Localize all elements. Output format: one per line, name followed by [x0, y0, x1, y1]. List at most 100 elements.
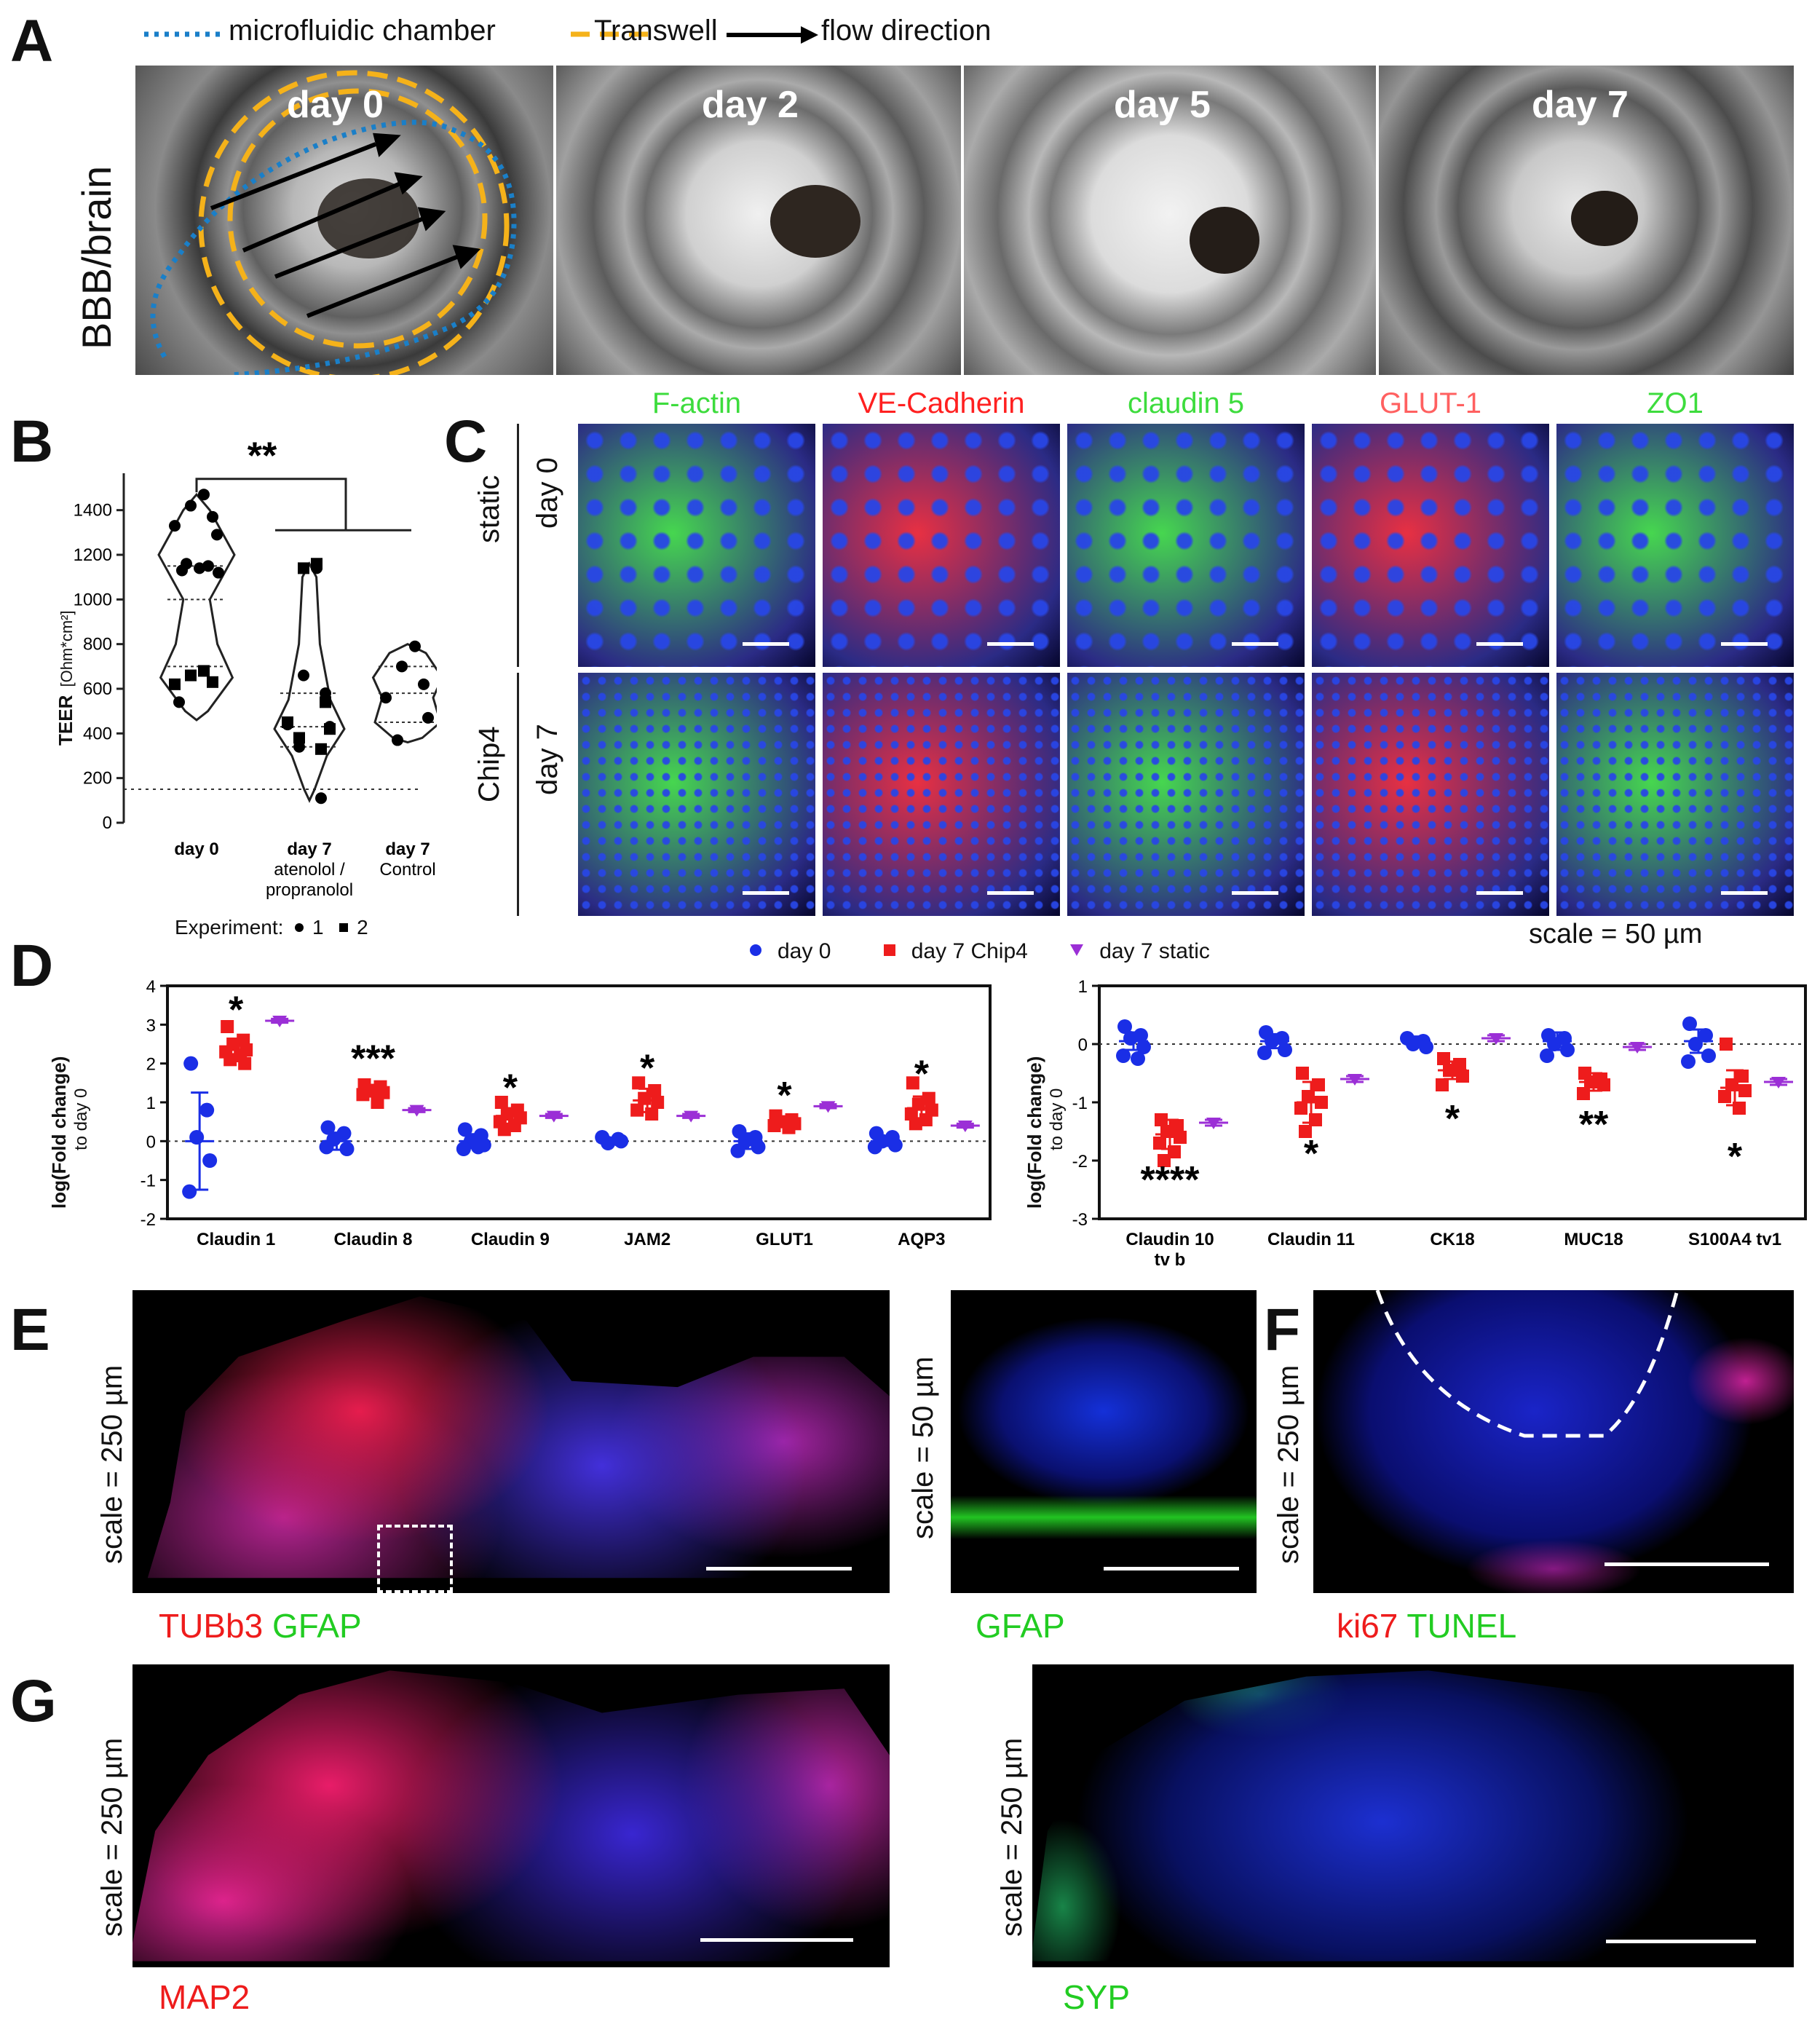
data-point-day0: [1406, 1037, 1420, 1051]
x-category-label: Claudin 11: [1267, 1230, 1355, 1249]
data-point-chip4: [651, 1096, 665, 1109]
photo-day-7: day 7: [1379, 66, 1794, 375]
data-point-circle: [298, 669, 309, 681]
data-point-day0: [1682, 1016, 1697, 1031]
d-left-ylabel-main: log(Fold change): [48, 1056, 70, 1209]
y-tick-label: -3: [1072, 1210, 1088, 1230]
data-point-day0: [1681, 1054, 1696, 1069]
inset-box: [377, 1525, 453, 1593]
experiment-2: 2: [357, 916, 368, 939]
violin-outline: [273, 561, 346, 803]
data-point-chip4: [645, 1107, 659, 1121]
row-condition-static: static: [473, 475, 505, 543]
scale-bar: [987, 891, 1034, 895]
data-point-circle: [213, 566, 224, 579]
legend-day0-icon: [750, 944, 761, 956]
photo-day-5: day 5: [964, 66, 1376, 375]
scale-bar: [1476, 642, 1523, 646]
data-point-day0: [1701, 1048, 1716, 1063]
data-point-circle: [380, 692, 392, 704]
scale-bar: [1721, 642, 1768, 646]
y-tick-label: 3: [146, 1016, 156, 1035]
data-point-chip4: [1168, 1145, 1181, 1158]
micrograph: [1067, 673, 1305, 916]
data-point-day0: [470, 1139, 486, 1155]
y-tick-label: -2: [1072, 1152, 1088, 1171]
y-tick-label: 800: [83, 635, 112, 655]
data-point-static: [820, 1101, 836, 1113]
significance-stars: **: [1579, 1104, 1609, 1146]
data-point-chip4: [1736, 1070, 1749, 1083]
micrograph: [1556, 673, 1794, 916]
scale-bar: [1232, 642, 1278, 646]
significance-bracket: [195, 478, 347, 531]
data-point-circle: [409, 640, 421, 652]
panel-c-scale: scale = 50 µm: [1529, 919, 1703, 949]
data-point-static: [684, 1110, 699, 1123]
scale-bar: [1104, 1567, 1239, 1570]
y-tick-label: -2: [141, 1210, 156, 1230]
d-left-ylabel: log(Fold change): [48, 1056, 71, 1209]
legend-static-icon: [1070, 944, 1084, 956]
data-point-circle: [176, 564, 188, 577]
data-point-day0: [1547, 1037, 1562, 1051]
legend-transwell: Transwell: [594, 15, 718, 47]
legend-chip4-icon: [883, 944, 895, 956]
photo-day-2: day 2: [556, 66, 961, 375]
d-right-ylabel: log(Fold change): [1024, 1056, 1046, 1209]
data-point-square: [185, 669, 197, 681]
scale-bar: [1721, 891, 1768, 895]
data-point-chip4: [648, 1084, 662, 1097]
experiment-label: Experiment:: [175, 916, 284, 939]
data-point-day0: [456, 1142, 471, 1156]
row-condition-chip4: Chip4: [473, 726, 505, 802]
data-point-square: [320, 696, 331, 708]
x-category-label: Claudin 9: [471, 1230, 550, 1249]
legend-static: day 7 static: [1099, 939, 1210, 963]
x-category-label: AQP3: [898, 1230, 945, 1249]
data-point-chip4: [238, 1056, 252, 1070]
arrow-right-icon: [727, 26, 818, 44]
data-point-day0: [1419, 1040, 1433, 1054]
scale-bar: [700, 1938, 853, 1942]
data-point-static: [272, 1016, 288, 1027]
data-point-square: [198, 665, 210, 677]
legend-flow: flow direction: [821, 15, 992, 47]
stain-header: claudin 5: [1127, 387, 1245, 419]
data-point-chip4: [1296, 1067, 1309, 1080]
data-point-day0: [1131, 1051, 1145, 1066]
map2-image: [132, 1664, 890, 1967]
data-point-chip4: [1738, 1084, 1752, 1097]
data-point-chip4: [1718, 1090, 1731, 1103]
gfap-inset-image: [951, 1290, 1257, 1593]
data-point-chip4: [1720, 1038, 1733, 1051]
significance-stars: ***: [351, 1038, 395, 1080]
y-tick-label: 1000: [74, 590, 112, 609]
data-point-day0: [601, 1136, 616, 1150]
violin-outline: [157, 492, 236, 722]
data-point-static: [1206, 1118, 1221, 1129]
x-category-label: atenolol /: [274, 860, 345, 880]
data-point-square: [324, 723, 336, 735]
data-point-square: [298, 562, 309, 574]
data-point-chip4: [1171, 1119, 1184, 1132]
y-tick-label: -1: [141, 1171, 156, 1191]
y-tick-label: 1: [146, 1094, 156, 1113]
y-tick-label: 400: [83, 724, 112, 743]
photo-day-label: day 7: [1532, 84, 1629, 126]
data-point-chip4: [767, 1119, 781, 1132]
data-point-chip4: [638, 1091, 652, 1105]
x-category-label: CK18: [1430, 1230, 1474, 1249]
x-category-label: GLUT1: [756, 1230, 813, 1249]
panel-d-legend: day 0 day 7 Chip4 day 7 static: [750, 939, 1210, 964]
panel-c-label: C: [444, 408, 488, 475]
data-point-chip4: [909, 1117, 922, 1131]
x-category-label: tv b: [1155, 1250, 1186, 1270]
data-point-day0: [614, 1134, 629, 1149]
y-tick-label: 0: [146, 1132, 156, 1152]
micrograph: [1312, 673, 1549, 916]
data-point-chip4: [1315, 1096, 1328, 1109]
data-point-chip4: [356, 1088, 370, 1102]
data-point-chip4: [1312, 1078, 1325, 1091]
